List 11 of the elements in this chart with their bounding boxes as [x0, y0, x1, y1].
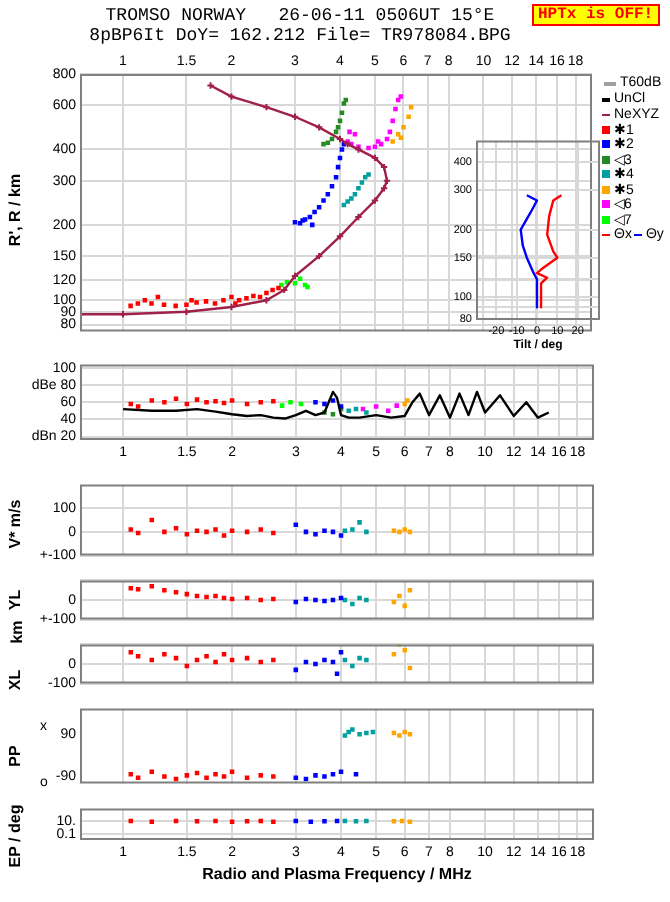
chart-subtitle: 8pBP6It DoY= 162.212 File= TR978084.BPG: [87, 26, 513, 46]
y-axis-title: PP: [6, 745, 24, 767]
y-axis-title: V* m/s: [6, 499, 24, 549]
chart-title: TROMSO NORWAY 26-06-11 0506UT 15°E: [105, 6, 495, 26]
text: km: [8, 620, 26, 644]
x-axis-title: Radio and Plasma Frequency / MHz: [202, 864, 472, 883]
y-axis-title: R', R / km: [6, 173, 24, 247]
y-axis-title: XL: [6, 669, 24, 691]
text: HPTx is OFF!: [538, 6, 654, 24]
y-axis-title: EP / deg: [6, 804, 24, 868]
y-axis-title: YL: [6, 589, 24, 611]
